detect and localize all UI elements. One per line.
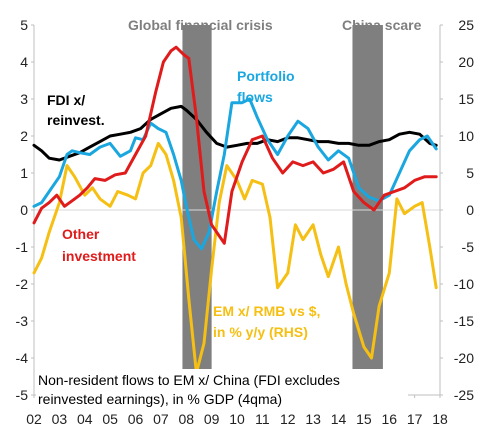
right-tick-label: 20 bbox=[458, 54, 474, 70]
x-tick-label: 14 bbox=[331, 411, 347, 427]
x-tick-label: 13 bbox=[305, 411, 321, 427]
x-tick-label: 07 bbox=[153, 411, 169, 427]
right-tick-label: -5 bbox=[462, 239, 475, 255]
series-line-2 bbox=[32, 45, 438, 245]
left-tick-label: -2 bbox=[16, 276, 29, 292]
x-tick-label: 15 bbox=[356, 411, 372, 427]
right-tick-label: -25 bbox=[454, 387, 474, 403]
series-line-0 bbox=[32, 104, 438, 162]
footnote-line-2: reinvested earnings), in % GDP (4qma) bbox=[38, 391, 282, 407]
right-tick-label: 15 bbox=[458, 91, 474, 107]
right-tick-label: 0 bbox=[466, 202, 474, 218]
left-tick-label: 5 bbox=[20, 17, 28, 33]
x-tick-label: 06 bbox=[128, 411, 144, 427]
x-tick-label: 09 bbox=[204, 411, 220, 427]
right-tick-label: -20 bbox=[454, 350, 474, 366]
left-tick-label: -4 bbox=[16, 350, 29, 366]
left-tick-label: 2 bbox=[20, 128, 28, 144]
label-other-2: investment bbox=[62, 248, 136, 264]
label-fdi-2: reinvest. bbox=[47, 112, 105, 128]
footnote-background bbox=[36, 369, 408, 409]
label-portfolio-2: flows bbox=[237, 89, 273, 105]
x-tick-label: 16 bbox=[381, 411, 397, 427]
left-tick-label: 1 bbox=[20, 165, 28, 181]
x-tick-label: 12 bbox=[280, 411, 296, 427]
x-axis-ticks: 02 03 04 05 06 07 08 09 10 11 12 13 14 15 16 17 18 bbox=[26, 395, 448, 427]
right-tick-label: 5 bbox=[466, 165, 474, 181]
label-portfolio-1: Portfolio bbox=[237, 68, 295, 84]
x-tick-label: 02 bbox=[26, 411, 42, 427]
x-tick-label: 11 bbox=[255, 411, 270, 427]
x-tick-label: 18 bbox=[432, 411, 448, 427]
x-tick-label: 17 bbox=[407, 411, 423, 427]
x-tick-label: 04 bbox=[77, 411, 93, 427]
left-tick-label: 4 bbox=[20, 54, 28, 70]
series-line-1 bbox=[32, 97, 438, 251]
footnote-line-1: Non-resident flows to EM x/ China (FDI e… bbox=[38, 372, 340, 388]
left-tick-label: 0 bbox=[20, 202, 28, 218]
right-tick-label: 25 bbox=[458, 17, 474, 33]
right-tick-label: 10 bbox=[458, 128, 474, 144]
shade-label-gfc: Global financial crisis bbox=[128, 17, 273, 33]
shade-label-china: China scare bbox=[342, 17, 422, 33]
right-axis-ticks: 25 20 15 10 5 0 -5 -10 -15 -20 -25 bbox=[440, 17, 474, 403]
label-em-1: EM x/ RMB vs $, bbox=[213, 303, 320, 319]
left-tick-label: -5 bbox=[16, 387, 29, 403]
left-tick-label: -3 bbox=[16, 313, 29, 329]
left-axis-ticks: 5 4 3 2 1 0 -1 -2 -3 -4 -5 bbox=[16, 17, 34, 403]
label-other-1: Other bbox=[62, 226, 100, 242]
right-tick-label: -10 bbox=[454, 276, 474, 292]
left-tick-label: -1 bbox=[16, 239, 29, 255]
right-tick-label: -15 bbox=[454, 313, 474, 329]
x-tick-label: 10 bbox=[229, 411, 245, 427]
series-lines bbox=[32, 45, 438, 375]
label-em-2: in % y/y (RHS) bbox=[213, 324, 308, 340]
series-line-3 bbox=[32, 141, 438, 375]
x-tick-label: 08 bbox=[178, 411, 194, 427]
left-tick-label: 3 bbox=[20, 91, 28, 107]
label-fdi-1: FDI x/ bbox=[47, 92, 85, 108]
x-tick-label: 03 bbox=[52, 411, 68, 427]
x-tick-label: 05 bbox=[102, 411, 118, 427]
